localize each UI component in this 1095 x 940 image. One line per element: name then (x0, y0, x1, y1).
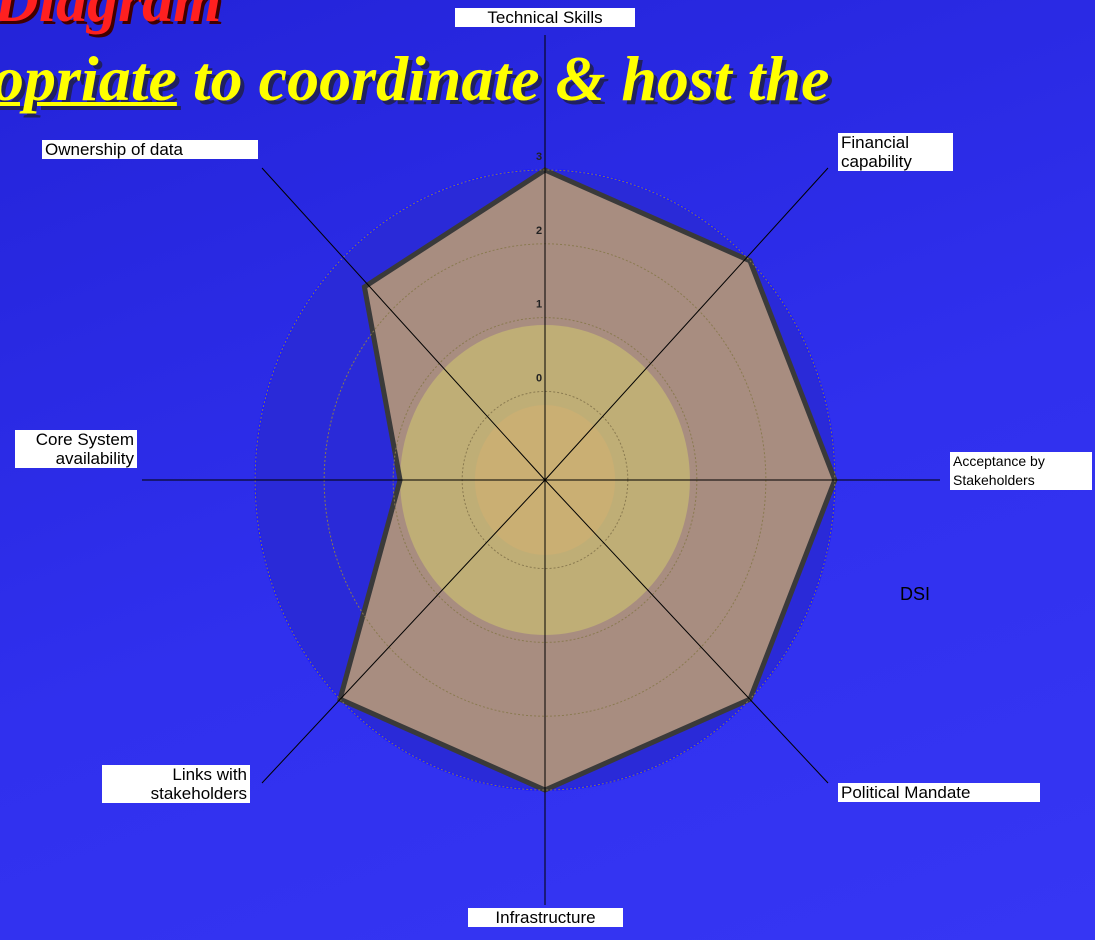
r-tick-label: 1 (536, 299, 542, 311)
axis-label: Technical Skills (455, 8, 635, 27)
axis-label: Acceptance by Stakeholders (950, 452, 1092, 490)
subtitle-rest: to coordinate & host the (192, 43, 830, 114)
subtitle: opriate to coordinate & host the (0, 42, 829, 116)
axis-label: Ownership of data (42, 140, 258, 159)
axis-line (261, 479, 546, 784)
legend-entry: DSI (900, 584, 931, 604)
axis-line (544, 479, 829, 784)
axis-line (261, 167, 546, 481)
r-tick-label: 2 (536, 225, 542, 237)
subtitle-underlined: opriate (0, 43, 177, 114)
axis-label: Financial capability (838, 133, 953, 171)
r-tick-label: 0 (536, 372, 542, 384)
axis-label: Core System availability (15, 430, 137, 468)
axis-label: Links with stakeholders (102, 765, 250, 803)
r-tick-label: 3 (536, 151, 542, 163)
axis-label: Infrastructure (468, 908, 623, 927)
title: Diagram (0, 0, 222, 35)
axis-line (544, 167, 829, 481)
axis-label: Political Mandate (838, 783, 1040, 802)
